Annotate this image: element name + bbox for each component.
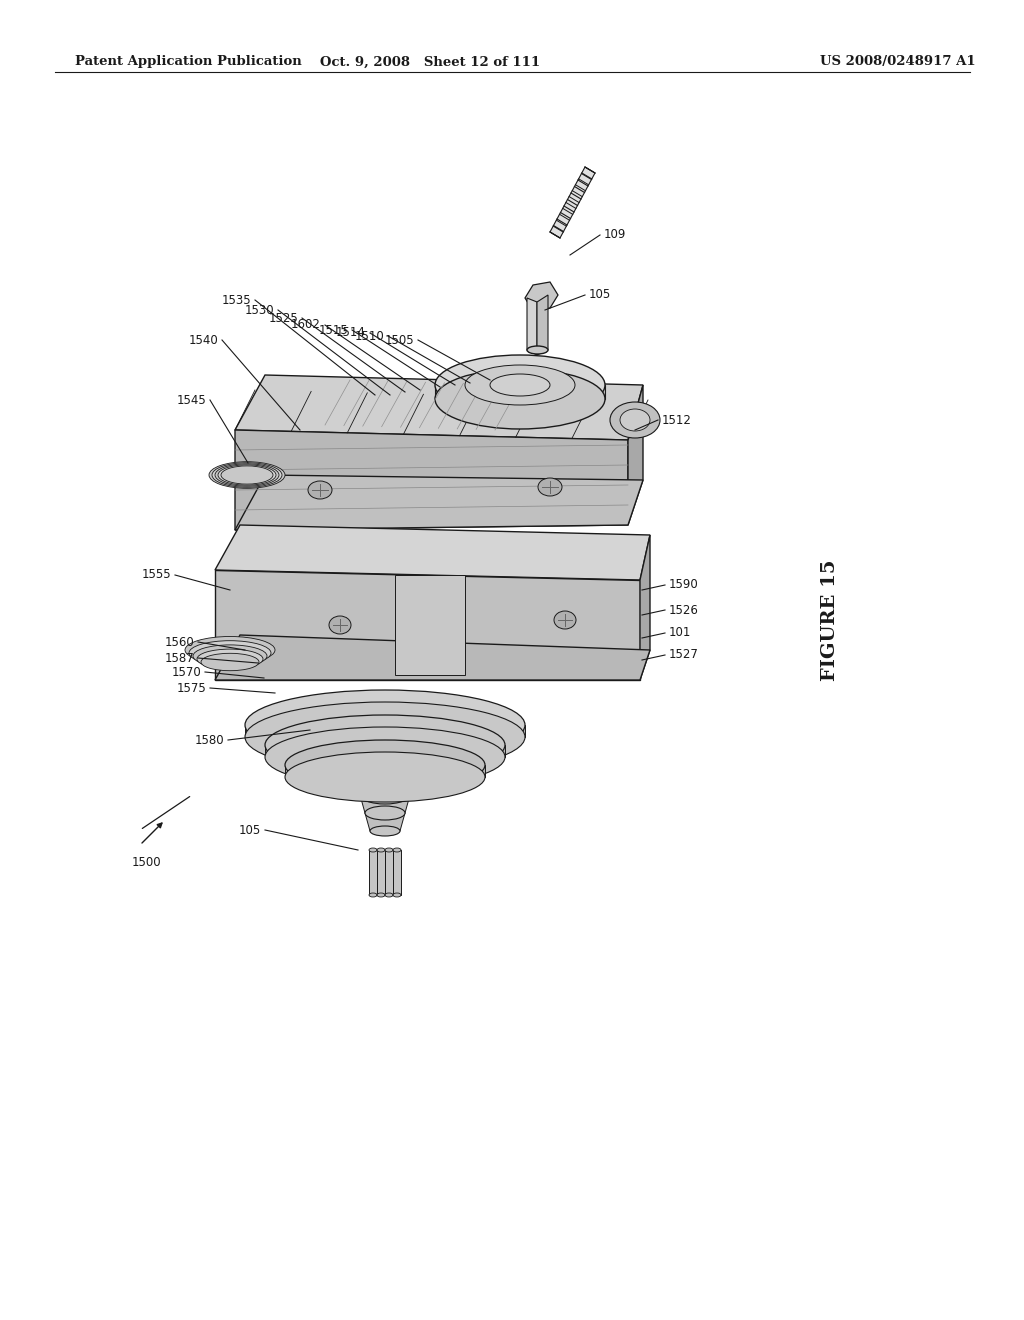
Ellipse shape xyxy=(197,649,263,669)
Polygon shape xyxy=(360,795,410,813)
Ellipse shape xyxy=(527,346,548,354)
Text: 101: 101 xyxy=(669,627,691,639)
Ellipse shape xyxy=(193,645,267,667)
Text: 1580: 1580 xyxy=(195,734,224,747)
Ellipse shape xyxy=(393,847,401,851)
Text: 1530: 1530 xyxy=(245,304,274,317)
Text: 1500: 1500 xyxy=(132,855,162,869)
Polygon shape xyxy=(369,850,377,895)
Ellipse shape xyxy=(393,894,401,898)
Text: FIGURE 15: FIGURE 15 xyxy=(821,560,839,681)
Text: 1540: 1540 xyxy=(188,334,218,346)
Polygon shape xyxy=(537,294,548,355)
Ellipse shape xyxy=(245,702,525,772)
Ellipse shape xyxy=(377,894,385,898)
Text: 1575: 1575 xyxy=(176,681,206,694)
Text: 1555: 1555 xyxy=(141,569,171,582)
Polygon shape xyxy=(215,635,650,680)
Ellipse shape xyxy=(329,616,351,634)
Text: 1512: 1512 xyxy=(662,413,692,426)
Ellipse shape xyxy=(435,355,605,414)
Ellipse shape xyxy=(554,611,575,630)
Text: 1505: 1505 xyxy=(384,334,414,346)
Text: 1587: 1587 xyxy=(164,652,194,664)
Polygon shape xyxy=(245,725,525,737)
Ellipse shape xyxy=(285,741,485,789)
Ellipse shape xyxy=(285,752,485,803)
Polygon shape xyxy=(435,385,605,399)
Ellipse shape xyxy=(370,826,400,836)
Polygon shape xyxy=(234,430,628,531)
Text: 1515: 1515 xyxy=(318,323,348,337)
Ellipse shape xyxy=(369,894,377,898)
Polygon shape xyxy=(628,385,643,525)
Text: Oct. 9, 2008   Sheet 12 of 111: Oct. 9, 2008 Sheet 12 of 111 xyxy=(319,55,540,69)
Ellipse shape xyxy=(245,690,525,760)
Polygon shape xyxy=(395,576,465,675)
Ellipse shape xyxy=(265,727,505,787)
Ellipse shape xyxy=(265,715,505,775)
Text: Patent Application Publication: Patent Application Publication xyxy=(75,55,302,69)
Ellipse shape xyxy=(308,480,332,499)
Polygon shape xyxy=(393,850,401,895)
Text: 1510: 1510 xyxy=(354,330,384,342)
Ellipse shape xyxy=(209,462,285,488)
Polygon shape xyxy=(215,525,650,579)
Text: 1525: 1525 xyxy=(268,312,298,325)
Ellipse shape xyxy=(538,478,562,496)
Ellipse shape xyxy=(490,374,550,396)
Polygon shape xyxy=(234,375,643,440)
Text: 1514: 1514 xyxy=(336,326,366,339)
Text: 1560: 1560 xyxy=(164,635,194,648)
Text: 1602: 1602 xyxy=(291,318,321,331)
Polygon shape xyxy=(527,298,537,355)
Ellipse shape xyxy=(435,370,605,429)
Ellipse shape xyxy=(610,403,660,438)
Ellipse shape xyxy=(465,366,575,405)
Ellipse shape xyxy=(221,466,273,484)
Text: 1570: 1570 xyxy=(171,665,201,678)
Polygon shape xyxy=(385,850,393,895)
Ellipse shape xyxy=(185,636,275,664)
Text: 1527: 1527 xyxy=(669,648,698,661)
Polygon shape xyxy=(377,850,385,895)
Ellipse shape xyxy=(377,847,385,851)
Ellipse shape xyxy=(360,785,410,804)
Ellipse shape xyxy=(218,465,276,486)
Text: 105: 105 xyxy=(589,289,611,301)
Polygon shape xyxy=(215,570,640,680)
Polygon shape xyxy=(640,535,650,680)
Polygon shape xyxy=(365,813,406,832)
Polygon shape xyxy=(550,168,595,238)
Text: 1526: 1526 xyxy=(669,603,698,616)
Polygon shape xyxy=(525,282,558,312)
Ellipse shape xyxy=(201,653,259,671)
Text: 1590: 1590 xyxy=(669,578,698,591)
Ellipse shape xyxy=(369,847,377,851)
Polygon shape xyxy=(265,744,505,756)
Ellipse shape xyxy=(215,463,279,486)
Ellipse shape xyxy=(365,807,406,820)
Text: 105: 105 xyxy=(239,824,261,837)
Ellipse shape xyxy=(189,640,271,665)
Polygon shape xyxy=(285,766,485,777)
Ellipse shape xyxy=(385,847,393,851)
Text: 109: 109 xyxy=(604,228,627,242)
Ellipse shape xyxy=(620,409,650,432)
Text: 1545: 1545 xyxy=(176,393,206,407)
Polygon shape xyxy=(234,475,643,531)
Ellipse shape xyxy=(212,463,282,487)
Text: US 2008/0248917 A1: US 2008/0248917 A1 xyxy=(820,55,976,69)
Ellipse shape xyxy=(385,894,393,898)
Text: 1535: 1535 xyxy=(221,293,251,306)
